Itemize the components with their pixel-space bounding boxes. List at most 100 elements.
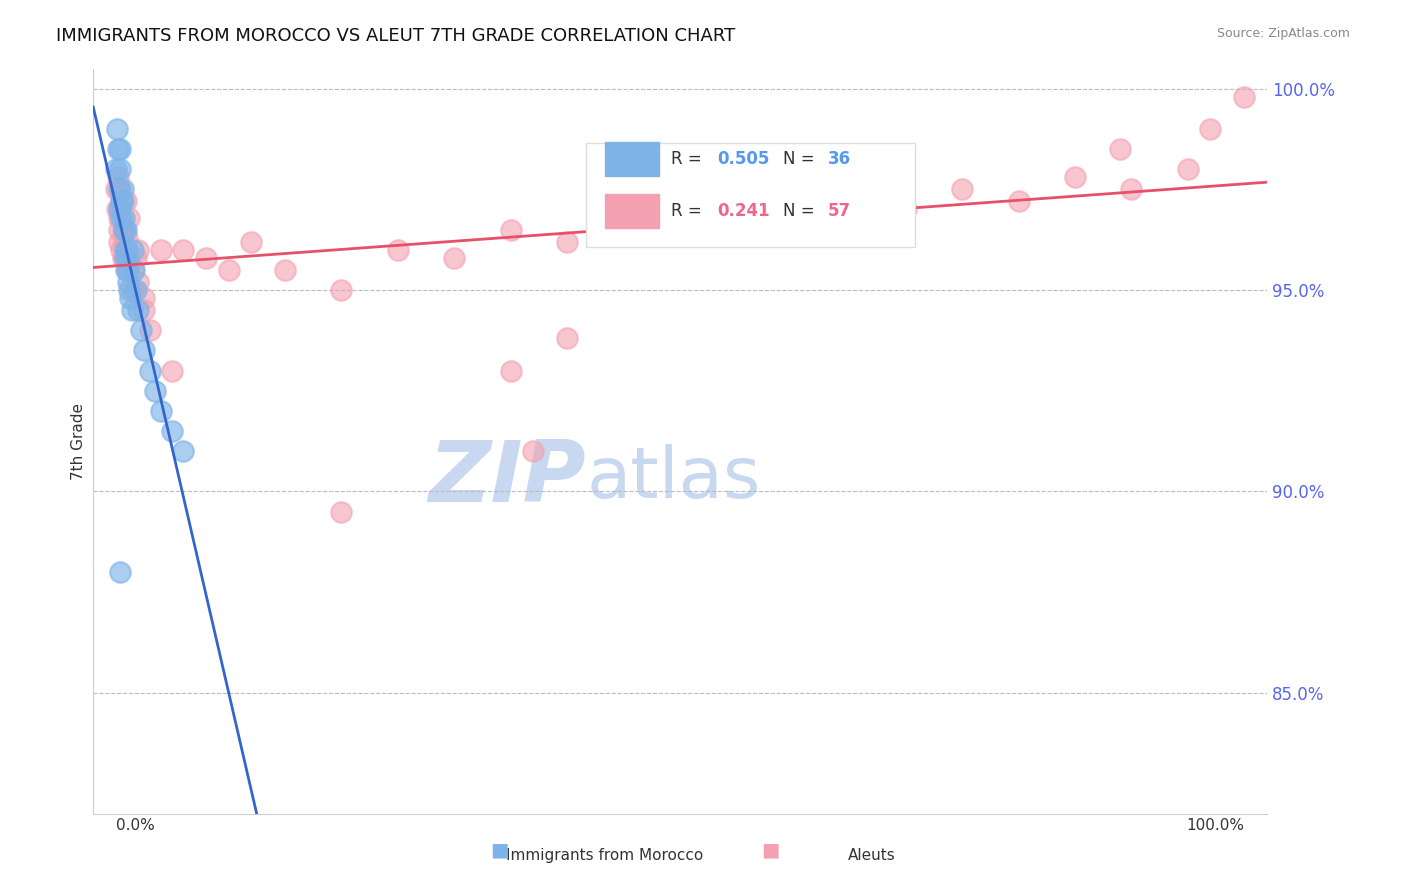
Point — [195, 251, 218, 265]
Point — [894, 202, 917, 217]
Point — [149, 243, 172, 257]
Point — [114, 222, 136, 236]
Point — [129, 323, 152, 337]
Point — [330, 283, 353, 297]
Point — [1064, 170, 1087, 185]
Point — [110, 565, 132, 579]
Text: ■: ■ — [489, 841, 509, 860]
Point — [110, 243, 132, 257]
Text: N =: N = — [783, 202, 820, 219]
Point — [555, 331, 578, 345]
Point — [110, 142, 132, 156]
Point — [172, 243, 194, 257]
Point — [127, 275, 149, 289]
Point — [105, 202, 128, 217]
Point — [110, 211, 132, 225]
Point — [1109, 142, 1132, 156]
Point — [122, 263, 145, 277]
Point — [107, 142, 129, 156]
Point — [114, 251, 136, 265]
Point — [108, 235, 131, 249]
Text: 0.0%: 0.0% — [115, 818, 155, 833]
Point — [111, 182, 134, 196]
Point — [115, 251, 138, 265]
Point — [330, 505, 353, 519]
Point — [108, 202, 131, 217]
Point — [110, 194, 132, 209]
Point — [112, 222, 135, 236]
Point — [115, 243, 138, 257]
Point — [114, 251, 136, 265]
Point — [121, 283, 143, 297]
Point — [1121, 182, 1143, 196]
Text: IMMIGRANTS FROM MOROCCO VS ALEUT 7TH GRADE CORRELATION CHART: IMMIGRANTS FROM MOROCCO VS ALEUT 7TH GRA… — [56, 27, 735, 45]
Point — [125, 251, 148, 265]
Point — [172, 444, 194, 458]
Point — [115, 222, 138, 236]
Point — [108, 182, 131, 196]
Point — [117, 275, 139, 289]
Point — [138, 323, 160, 337]
Point — [132, 291, 155, 305]
Point — [117, 263, 139, 277]
Point — [104, 182, 127, 196]
Text: atlas: atlas — [586, 444, 761, 513]
Point — [499, 363, 522, 377]
Point — [110, 202, 132, 217]
Point — [555, 235, 578, 249]
Point — [782, 211, 804, 225]
Text: 100.0%: 100.0% — [1187, 818, 1244, 833]
Point — [127, 243, 149, 257]
Point — [115, 230, 138, 244]
Text: ■: ■ — [761, 841, 780, 860]
Point — [499, 222, 522, 236]
Point — [108, 222, 131, 236]
Text: 0.241: 0.241 — [717, 202, 770, 219]
Point — [125, 283, 148, 297]
Text: 57: 57 — [828, 202, 851, 219]
Point — [387, 243, 409, 257]
FancyBboxPatch shape — [605, 142, 659, 176]
Point — [613, 211, 636, 225]
Point — [110, 182, 132, 196]
Point — [110, 162, 132, 177]
Text: R =: R = — [671, 202, 707, 219]
Point — [110, 194, 132, 209]
Point — [132, 303, 155, 318]
Point — [522, 444, 544, 458]
Y-axis label: 7th Grade: 7th Grade — [72, 402, 86, 480]
Text: Source: ZipAtlas.com: Source: ZipAtlas.com — [1216, 27, 1350, 40]
Point — [138, 363, 160, 377]
Point — [1177, 162, 1199, 177]
FancyBboxPatch shape — [605, 194, 659, 228]
Point — [1199, 122, 1222, 136]
Point — [107, 170, 129, 185]
Point — [104, 162, 127, 177]
Text: ZIP: ZIP — [429, 437, 586, 520]
Point — [112, 211, 135, 225]
Point — [160, 363, 183, 377]
Point — [838, 194, 860, 209]
Point — [111, 251, 134, 265]
Point — [950, 182, 973, 196]
Point — [115, 194, 138, 209]
Text: N =: N = — [783, 150, 820, 168]
Point — [115, 263, 138, 277]
Point — [143, 384, 166, 398]
Point — [121, 263, 143, 277]
Point — [121, 303, 143, 318]
Point — [725, 202, 748, 217]
Point — [669, 222, 692, 236]
Point — [149, 404, 172, 418]
Point — [160, 424, 183, 438]
Point — [1233, 89, 1256, 103]
Point — [443, 251, 465, 265]
Text: Aleuts: Aleuts — [848, 848, 896, 863]
Point — [108, 211, 131, 225]
Text: Immigrants from Morocco: Immigrants from Morocco — [506, 848, 703, 863]
Point — [218, 263, 240, 277]
Point — [115, 263, 138, 277]
Text: 36: 36 — [828, 150, 851, 168]
Point — [274, 263, 297, 277]
Point — [240, 235, 263, 249]
